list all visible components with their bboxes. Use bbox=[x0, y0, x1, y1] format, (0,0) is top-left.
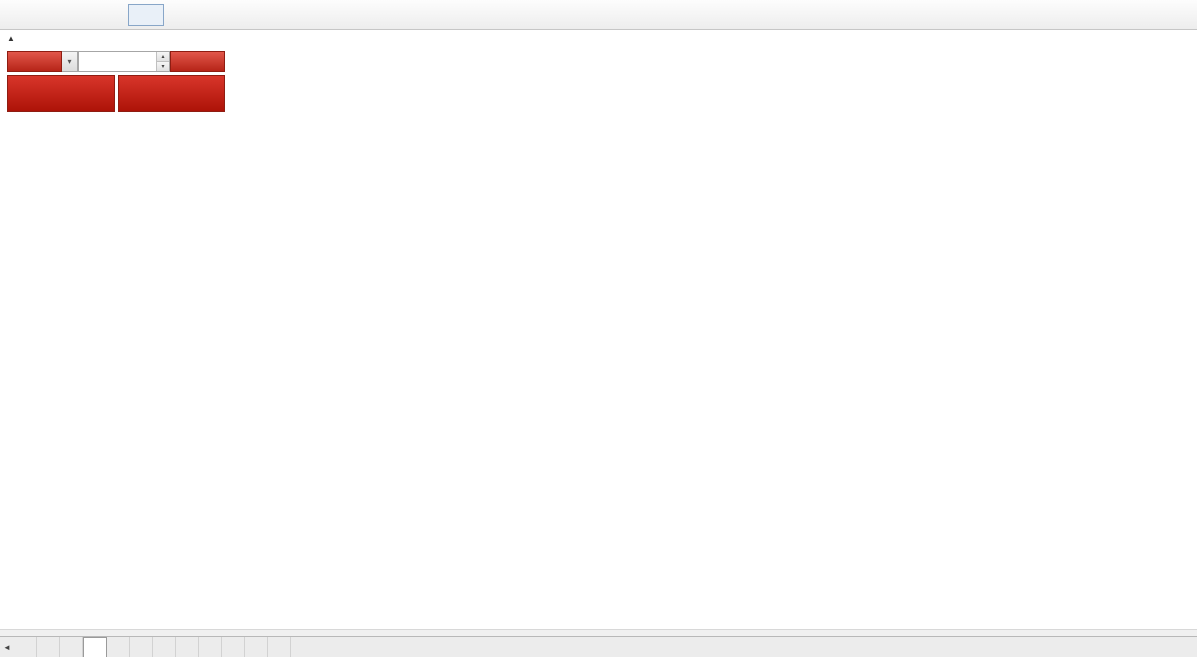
tab-audusd-daily[interactable] bbox=[37, 637, 60, 657]
timeframe-w1-button[interactable] bbox=[168, 4, 204, 26]
lot-dropdown-button[interactable]: ▾ bbox=[62, 51, 78, 72]
timeframe-d1-button[interactable] bbox=[128, 3, 164, 26]
chart-tab-bar: ◄ bbox=[0, 636, 1197, 657]
ask-price-button[interactable] bbox=[117, 75, 225, 112]
timeframe-toolbar bbox=[0, 0, 1197, 30]
tab-eurusd-daily[interactable] bbox=[14, 637, 37, 657]
timeframe-m30-button[interactable] bbox=[8, 4, 44, 26]
tab-scroll-left-icon[interactable]: ◄ bbox=[3, 642, 11, 652]
one-click-trading-panel: ▾ ▴ ▾ bbox=[7, 51, 225, 112]
one-click-collapse-icon[interactable]: ▲ bbox=[7, 34, 15, 43]
timeframe-h4-button[interactable] bbox=[88, 4, 124, 26]
tab-dj30-h4[interactable] bbox=[245, 637, 268, 657]
sell-button[interactable] bbox=[7, 51, 62, 72]
chevron-down-icon: ▾ bbox=[67, 57, 72, 66]
chart-title: ▲ bbox=[7, 34, 50, 43]
bid-price-button[interactable] bbox=[7, 75, 115, 112]
timeframe-mn-button[interactable] bbox=[208, 4, 244, 26]
price-chart-canvas[interactable] bbox=[0, 30, 1197, 628]
lot-field: ▴ ▾ bbox=[78, 51, 170, 72]
tab-usdchf-daily[interactable] bbox=[60, 637, 83, 657]
chart-hscrollbar[interactable] bbox=[0, 629, 1197, 636]
timeframe-h1-button[interactable] bbox=[48, 4, 84, 26]
tab-gbpusd-daily-2[interactable] bbox=[222, 637, 245, 657]
tab-xauusd-h1[interactable] bbox=[153, 637, 176, 657]
lot-size-input[interactable] bbox=[79, 52, 169, 71]
tab-gbpusd-daily[interactable] bbox=[176, 637, 199, 657]
buy-button[interactable] bbox=[170, 51, 225, 72]
tab-usdcad-daily[interactable] bbox=[83, 637, 107, 657]
tab-usdcnh-daily[interactable] bbox=[107, 637, 130, 657]
chart-window: ▲ ▾ ▴ ▾ bbox=[0, 30, 1197, 629]
tab-tech100-h1[interactable] bbox=[268, 637, 291, 657]
lot-decrement-button[interactable]: ▾ bbox=[157, 62, 169, 71]
tab-usdjpy-daily[interactable] bbox=[130, 637, 153, 657]
lot-increment-button[interactable]: ▴ bbox=[157, 52, 169, 62]
tab-sp500-m15[interactable] bbox=[199, 637, 222, 657]
lot-spinner: ▴ ▾ bbox=[156, 52, 169, 71]
